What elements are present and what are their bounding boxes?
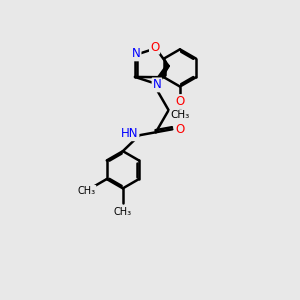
Text: CH₃: CH₃ xyxy=(77,186,95,196)
Text: CH₃: CH₃ xyxy=(170,110,190,120)
Text: O: O xyxy=(150,40,159,54)
Text: CH₃: CH₃ xyxy=(114,207,132,217)
Text: HN: HN xyxy=(121,127,139,140)
Text: O: O xyxy=(175,95,184,108)
Text: O: O xyxy=(175,123,184,136)
Text: N: N xyxy=(132,47,140,60)
Text: N: N xyxy=(153,78,161,92)
